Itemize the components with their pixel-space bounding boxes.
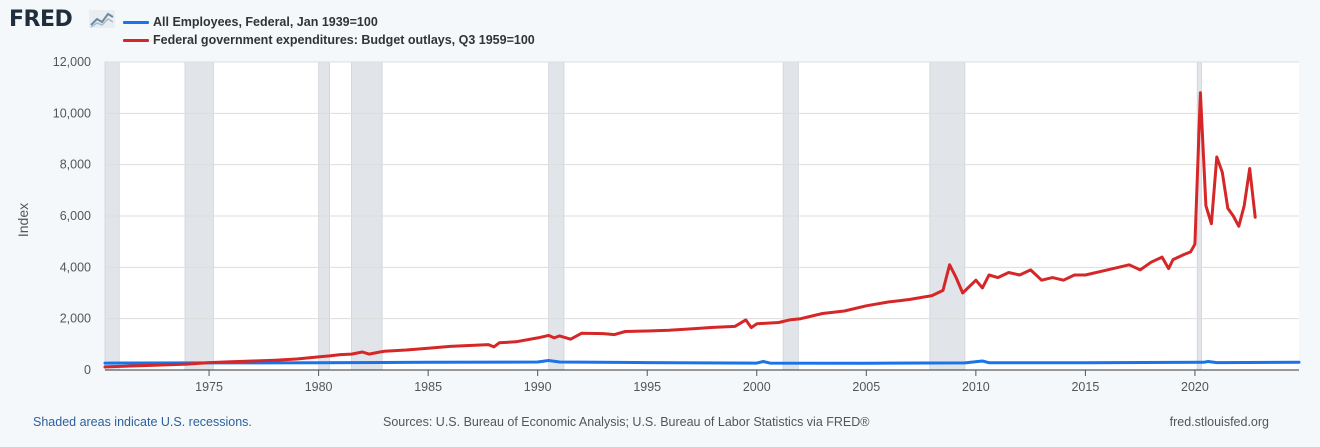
legend-swatch-blue <box>123 20 149 24</box>
recession-note[interactable]: Shaded areas indicate U.S. recessions. <box>33 415 252 429</box>
y-tick-label: 10,000 <box>53 106 91 120</box>
x-tick-label: 2010 <box>962 380 990 394</box>
x-tick-label: 1975 <box>195 380 223 394</box>
y-axis-label: Index <box>15 203 31 237</box>
x-tick-label: 1990 <box>524 380 552 394</box>
sources-note: Sources: U.S. Bureau of Economic Analysi… <box>383 415 870 429</box>
y-tick-label: 4,000 <box>60 260 91 274</box>
x-tick-label: 2015 <box>1071 380 1099 394</box>
y-tick-label: 8,000 <box>60 158 91 172</box>
line-chart[interactable]: Index 0 2,000 4,000 6,000 8,000 10,000 12,000 1… <box>0 0 1320 400</box>
x-tick-label: 1980 <box>305 380 333 394</box>
chart-header: FRED All Employees, Federal, Jan 1939=10… <box>0 0 1320 50</box>
site-link[interactable]: fred.stlouisfed.org <box>1169 415 1269 429</box>
x-tick-label: 2000 <box>743 380 771 394</box>
legend-item-federal-employees[interactable]: All Employees, Federal, Jan 1939=100 <box>123 13 535 31</box>
legend-swatch-red <box>123 38 149 42</box>
legend-item-federal-outlays[interactable]: Federal government expenditures: Budget … <box>123 31 535 49</box>
legend-label: Federal government expenditures: Budget … <box>153 33 535 47</box>
y-tick-label: 6,000 <box>60 209 91 223</box>
series-line-federal-employees <box>103 359 1301 365</box>
legend-label: All Employees, Federal, Jan 1939=100 <box>153 15 378 29</box>
x-tick-label: 2020 <box>1181 380 1209 394</box>
y-tick-label: 0 <box>84 363 91 377</box>
y-tick-label: 12,000 <box>53 55 91 69</box>
chart-legend: All Employees, Federal, Jan 1939=100 Fed… <box>123 13 535 49</box>
x-tick-label: 1995 <box>633 380 661 394</box>
fred-chart-icon <box>89 10 115 28</box>
x-tick-label: 1985 <box>414 380 442 394</box>
fred-logo[interactable]: FRED <box>9 7 73 32</box>
series-line-federal-outlays <box>103 91 1257 369</box>
y-tick-label: 2,000 <box>60 312 91 326</box>
x-tick-label: 2005 <box>852 380 880 394</box>
